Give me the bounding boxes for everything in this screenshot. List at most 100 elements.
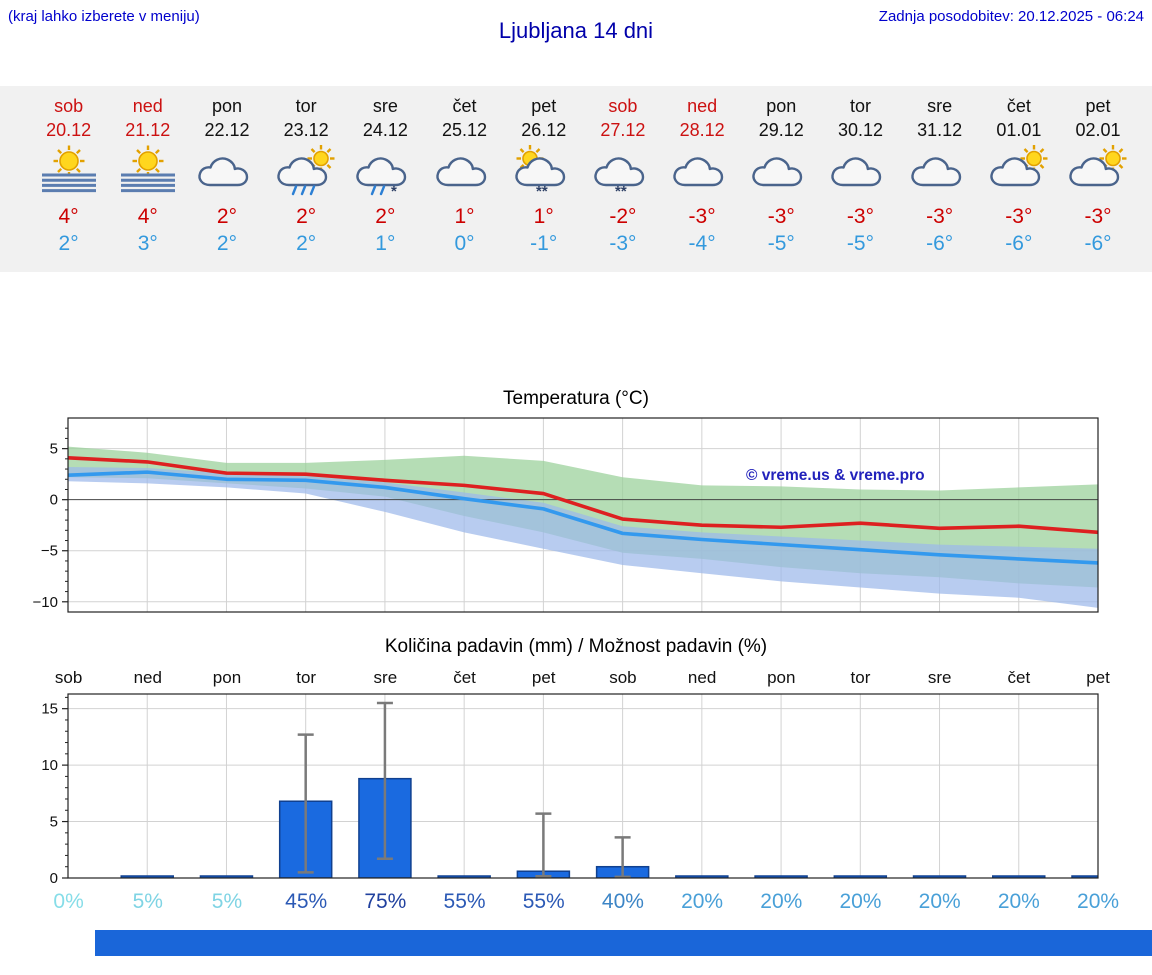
day-name: sob — [54, 96, 84, 116]
forecast-day-column: sre 31.12 -3° -6° — [900, 96, 979, 256]
page-title: Ljubljana 14 dni — [498, 18, 654, 43]
precip-day-label: ned — [133, 668, 162, 687]
max-temperature-line — [68, 456, 1098, 535]
low-temp: -6° — [1084, 232, 1112, 255]
page-header: (kraj lahko izberete v meniju) Ljubljana… — [0, 0, 1152, 48]
day-name: pon — [766, 96, 797, 116]
cloud-snow-icon: ** — [583, 145, 662, 200]
cloud-icon — [187, 145, 266, 197]
svg-text:**: ** — [615, 183, 627, 197]
precip-probability: 20% — [997, 890, 1040, 913]
cloud-sun-icon — [1058, 145, 1137, 197]
precip-probability: 40% — [601, 890, 644, 913]
forecast-day-column: ned 21.12 4° 3° — [108, 96, 187, 256]
high-temp: -3° — [846, 205, 874, 228]
cloud-sun-snow-icon: ** — [504, 145, 583, 200]
forecast-day-column: pet 26.12 ** 1° -1° — [504, 96, 583, 256]
precip-day-label: pon — [767, 668, 796, 687]
cloud-icon — [425, 145, 504, 197]
cloud-sun-icon — [979, 145, 1058, 197]
precip-probability: 20% — [918, 890, 961, 913]
precip-probability: 20% — [1077, 890, 1120, 913]
last-update-text: Zadnja posodobitev: 20.12.2025 - 06:24 — [878, 8, 1144, 25]
precip-day-label: pet — [531, 668, 556, 687]
min-temp-range-band — [68, 467, 1098, 608]
precip-probability: 0% — [53, 890, 84, 913]
day-date: 02.01 — [1075, 120, 1121, 140]
day-date: 27.12 — [600, 120, 646, 140]
precip-bar — [912, 875, 967, 878]
day-date: 01.01 — [996, 120, 1042, 140]
day-name: pet — [531, 96, 557, 116]
precip-y-tick-label: 15 — [41, 701, 58, 718]
day-date: 25.12 — [442, 120, 488, 140]
high-temp: -3° — [767, 205, 795, 228]
precip-bar — [675, 875, 729, 878]
precip-day-label: čet — [1007, 668, 1031, 687]
precip-day-label: tor — [296, 668, 317, 687]
precip-probability-row: 0% 5% 5% 45% 75% 55% 55% 40% 20% 20% 20% 20% 20% 20% — [0, 890, 1152, 914]
low-temp: -5° — [767, 232, 795, 255]
sun-fog-icon — [29, 145, 108, 197]
day-date: 20.12 — [46, 120, 92, 140]
day-date: 28.12 — [679, 120, 725, 140]
precip-probability: 20% — [839, 890, 882, 913]
precip-probability: 75% — [364, 890, 407, 913]
day-name: pon — [211, 96, 242, 116]
cloud-icon — [900, 145, 979, 197]
precip-y-tick-label: 5 — [50, 814, 58, 831]
day-date: 24.12 — [362, 120, 408, 140]
high-temp: 2° — [375, 205, 396, 228]
temperature-chart-title: Temperatura (°C) — [503, 388, 649, 409]
high-temp: 2° — [216, 205, 237, 228]
day-name: ned — [132, 96, 163, 116]
forecast-day-column: pon 22.12 2° 2° — [187, 96, 266, 256]
precip-bar — [199, 875, 254, 878]
precip-probability: 55% — [443, 890, 486, 913]
temperature-chart: 5 0 −5 −10 © vreme.us & vreme.pro — [33, 417, 1099, 613]
temp-y-tick-label: 5 — [50, 441, 58, 458]
forecast-day-column: sob 27.12 ** -2° -3° — [583, 96, 662, 256]
temp-y-tick-label: 0 — [50, 492, 58, 509]
low-temp: -6° — [926, 232, 954, 255]
sun-fog-icon — [108, 145, 187, 197]
forecast-day-column: pet 02.01 -3° -6° — [1058, 96, 1137, 256]
high-temp: 4° — [58, 205, 79, 228]
precip-probability: 5% — [132, 890, 163, 913]
day-name: sre — [927, 96, 953, 116]
low-temp: 1° — [375, 232, 396, 255]
low-temp: -5° — [846, 232, 874, 255]
day-date: 30.12 — [837, 120, 883, 140]
day-date: 21.12 — [125, 120, 171, 140]
temp-y-tick-label: −10 — [33, 594, 58, 611]
precip-day-label: sre — [927, 668, 952, 687]
precip-day-label: pet — [1086, 668, 1110, 687]
low-temp: -3° — [609, 232, 637, 255]
high-temp: 1° — [454, 205, 475, 228]
low-temp: 3° — [137, 232, 158, 255]
day-date: 23.12 — [283, 120, 329, 140]
high-temp: -2° — [609, 205, 637, 228]
precipitation-chart: 15 10 5 0 — [41, 693, 1099, 886]
precip-bar — [437, 875, 491, 878]
precip-day-label: sob — [54, 668, 83, 687]
watermark-link[interactable]: © vreme.us & vreme.pro — [746, 467, 925, 484]
precip-day-label: ned — [687, 668, 717, 687]
day-name: sre — [372, 96, 398, 116]
high-temp: 2° — [296, 205, 317, 228]
high-temp: -3° — [1005, 205, 1033, 228]
low-temp: 2° — [216, 232, 237, 255]
footer-banner — [95, 930, 1152, 956]
precip-probability: 5% — [211, 890, 243, 913]
forecast-day-column: čet 25.12 1° 0° — [425, 96, 504, 256]
precip-probability: 20% — [760, 890, 803, 913]
forecast-grid: sob 20.12 4° 2° ned 21.12 4° 3° pon 22.12 2° 2° tor 2… — [0, 96, 1152, 256]
precip-probability: 55% — [522, 890, 565, 913]
cloud-icon — [663, 145, 742, 197]
svg-text:**: ** — [536, 183, 548, 197]
forecast-day-column: ned 28.12 -3° -4° — [663, 96, 742, 256]
low-temp: -6° — [1005, 232, 1033, 255]
low-temp: 0° — [454, 232, 475, 255]
precip-day-label: pon — [212, 668, 242, 687]
forecast-day-column: sob 20.12 4° 2° — [29, 96, 108, 256]
